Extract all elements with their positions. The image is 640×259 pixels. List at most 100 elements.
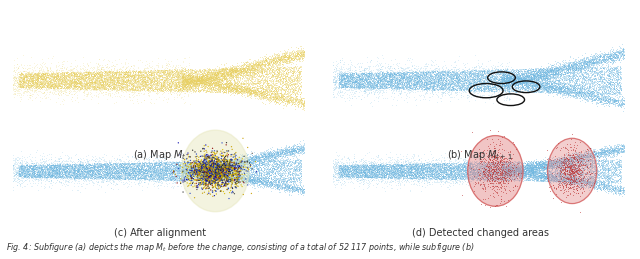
Point [258,96,268,100]
Point [140,169,150,173]
Point [68,178,79,182]
Point [180,167,190,171]
Point [57,79,67,83]
Point [89,165,99,169]
Point [423,160,433,164]
Point [328,80,339,84]
Point [68,167,79,171]
Point [378,85,388,90]
Point [435,179,445,183]
Point [423,162,433,167]
Point [493,68,503,73]
Point [214,161,224,166]
Point [292,177,302,181]
Point [506,170,516,174]
Point [231,70,241,74]
Point [391,172,401,176]
Point [415,79,425,83]
Point [408,84,419,88]
Point [429,167,440,171]
Point [52,83,63,87]
Point [521,162,531,166]
Point [516,169,526,173]
Point [387,157,397,161]
Point [230,72,240,76]
Point [202,66,212,70]
Point [600,152,610,156]
Point [432,169,442,173]
Point [570,149,580,153]
Point [8,83,19,87]
Point [161,165,171,169]
Point [56,166,67,170]
Point [603,159,613,163]
Point [242,64,252,68]
Point [397,170,407,174]
Point [413,164,423,169]
Point [463,79,474,83]
Point [218,168,228,172]
Point [567,178,577,182]
Point [504,76,515,80]
Point [550,172,561,176]
Point [525,81,536,85]
Point [465,163,475,167]
Point [48,70,58,74]
Point [528,165,538,169]
Point [546,162,556,166]
Point [112,79,122,83]
Point [58,77,68,81]
Point [460,163,470,167]
Point [540,85,550,89]
Point [397,81,407,85]
Point [194,83,204,87]
Point [432,164,442,169]
Point [170,176,180,180]
Point [522,83,532,87]
Point [378,74,388,78]
Point [59,174,69,178]
Point [259,91,269,96]
Point [283,47,293,51]
Point [236,68,246,72]
Point [540,164,550,169]
Point [366,71,376,76]
Point [271,178,281,182]
Point [467,171,477,175]
Point [203,163,213,168]
Point [365,83,376,87]
Point [189,161,199,166]
Point [182,77,193,81]
Point [601,184,611,188]
Point [153,79,163,83]
Point [268,151,278,155]
Point [417,88,428,92]
Point [399,83,409,87]
Point [111,73,121,77]
Point [285,60,296,64]
Point [42,167,52,171]
Point [467,71,477,75]
Point [64,72,74,76]
Point [221,166,231,170]
Point [393,74,403,78]
Point [61,158,71,162]
Point [557,77,567,81]
Point [535,163,545,167]
Point [365,76,375,81]
Point [424,167,435,171]
Point [506,81,516,85]
Point [226,70,236,74]
Point [376,175,387,179]
Point [600,151,611,155]
Point [244,72,255,76]
Point [508,67,518,71]
Point [509,168,520,172]
Point [561,146,571,150]
Point [607,80,618,84]
Point [331,80,341,84]
Point [230,160,241,164]
Point [44,80,54,84]
Point [154,170,164,175]
Point [269,51,279,55]
